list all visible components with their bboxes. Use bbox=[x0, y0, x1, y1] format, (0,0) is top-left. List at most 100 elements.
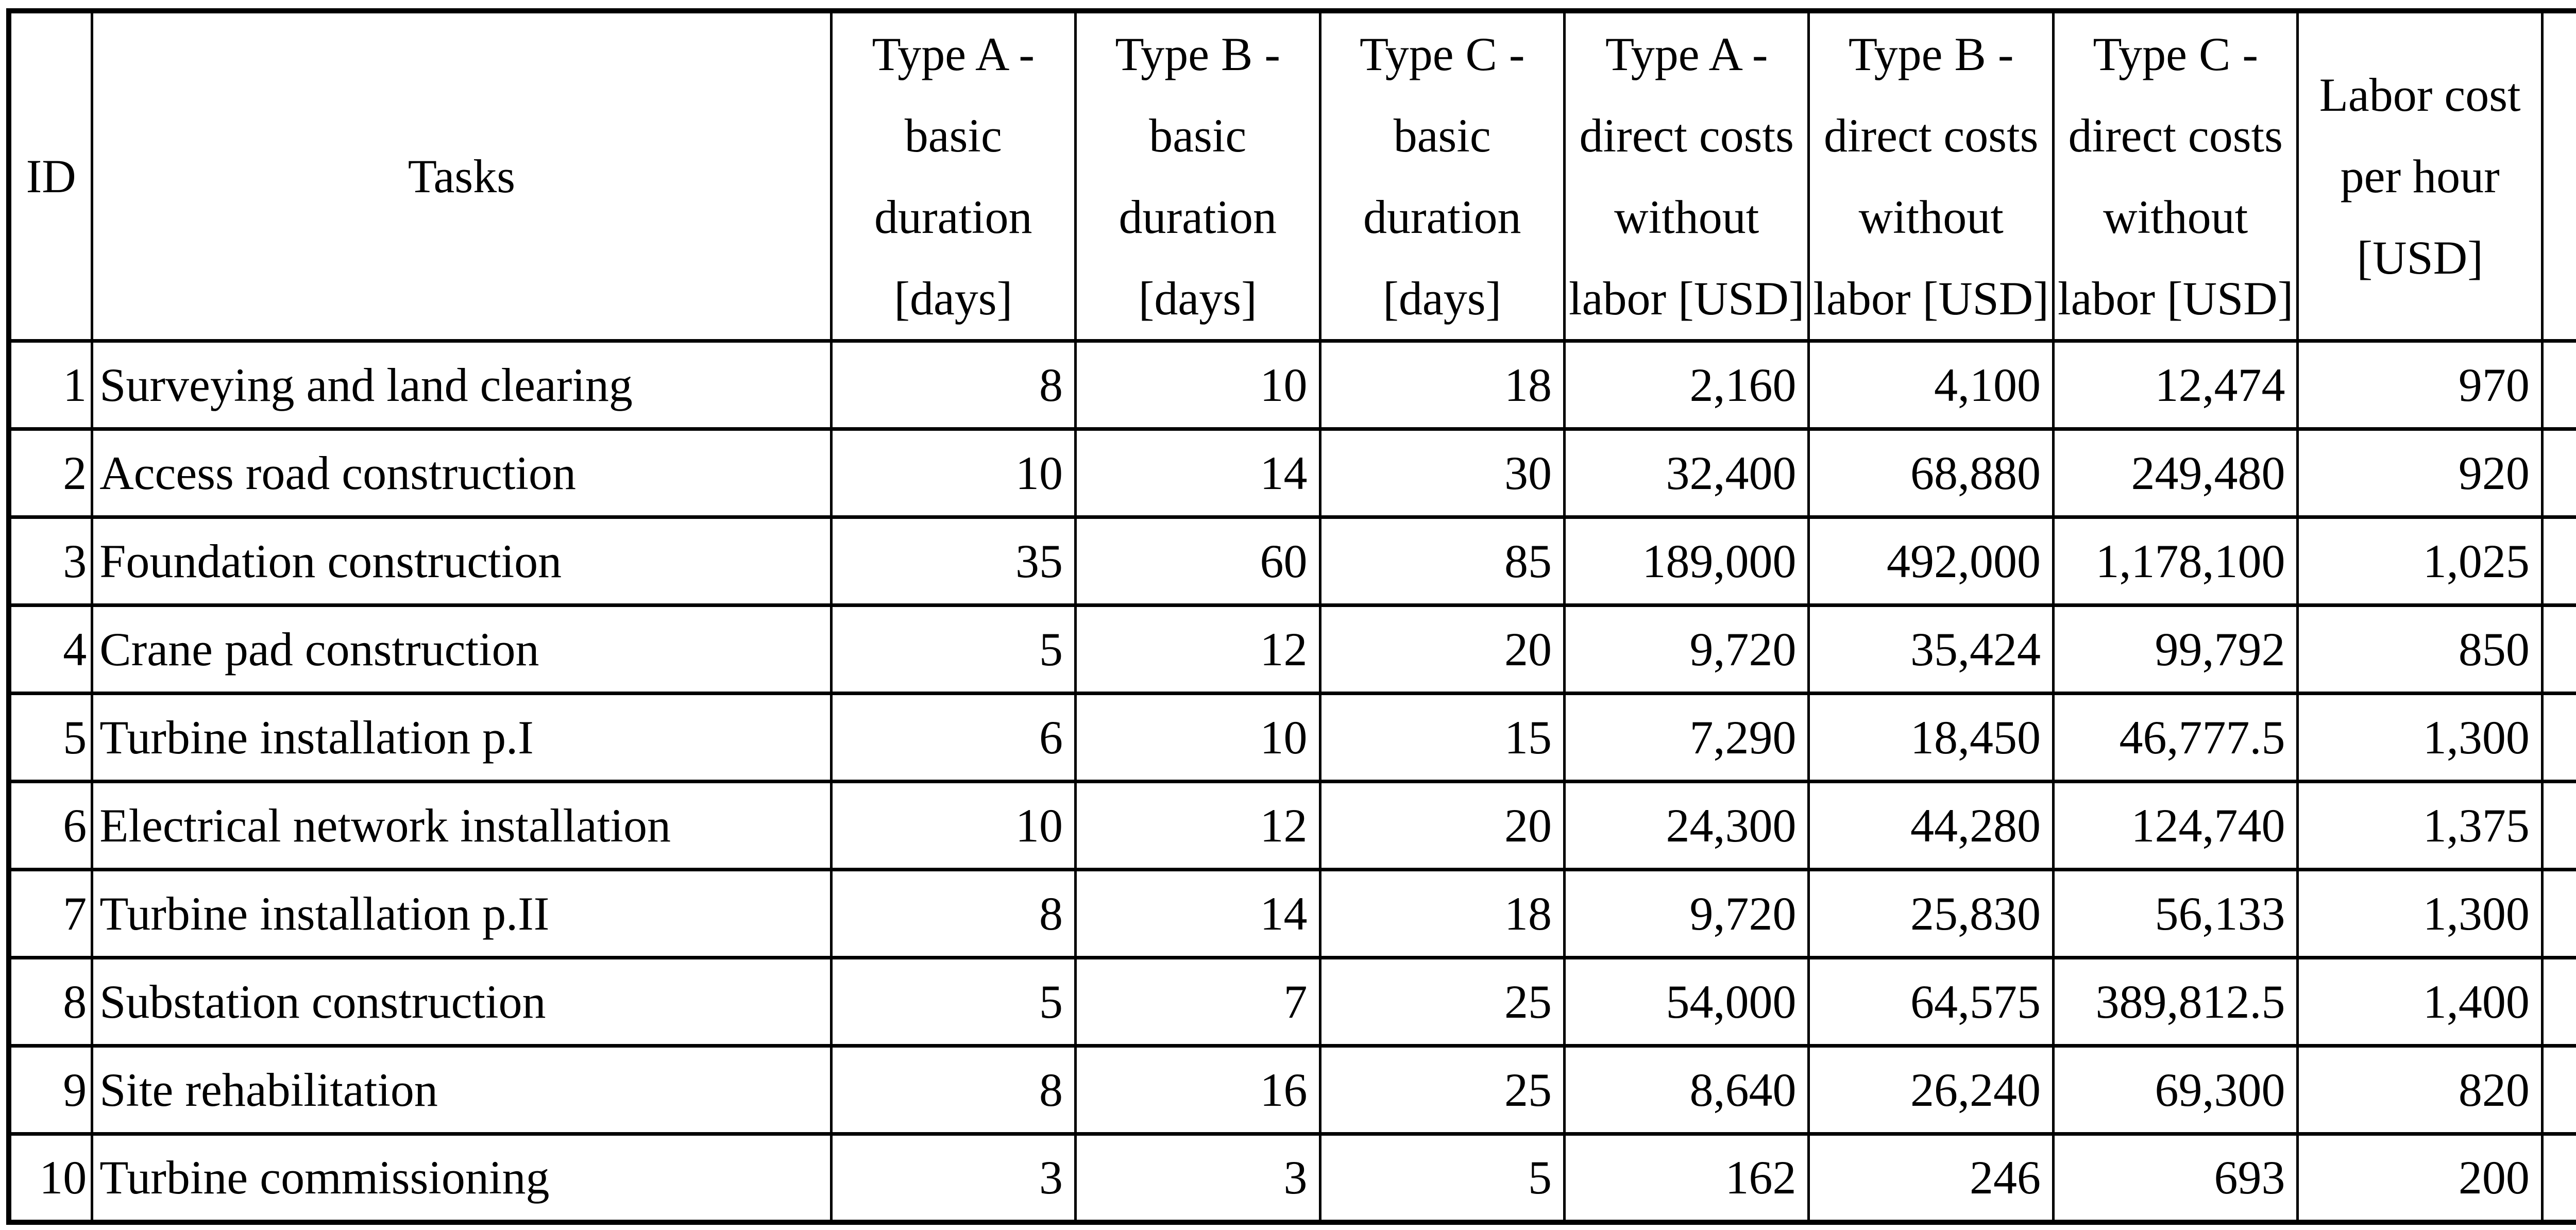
cell-labor-cost: 1,400 bbox=[2296, 956, 2544, 1048]
cell-type-a-cost: 54,000 bbox=[1563, 956, 1810, 1048]
cell-labor-cost: 200 bbox=[2296, 1132, 2544, 1224]
cell-type-b-cost: 35,424 bbox=[1807, 603, 2055, 695]
cell-type-b-cost: 44,280 bbox=[1807, 780, 2055, 871]
cell-type-a-duration: 8 bbox=[829, 1044, 1077, 1136]
column-header-line: per hour bbox=[2340, 150, 2500, 203]
column-header-line: direct costs bbox=[1579, 109, 1794, 162]
column-header-line: direct costs bbox=[1823, 109, 2039, 162]
cell-type-b-duration: 12 bbox=[1074, 603, 1321, 695]
table-row: 9 Site rehabilitation 8 16 25 8,640 26,240 69,3… bbox=[7, 1044, 2576, 1136]
cell-idle-penalty: 433 bbox=[2540, 868, 2576, 959]
cell-type-c-duration: 5 bbox=[1318, 1132, 1566, 1224]
cell-type-a-duration: 10 bbox=[829, 780, 1077, 871]
column-header-type-b-cost: Type B - direct costs without labor [USD] bbox=[1807, 9, 2055, 343]
cell-type-b-duration: 3 bbox=[1074, 1132, 1321, 1224]
header-row: ID Tasks Type A - basic duration [days] Type B… bbox=[7, 9, 2576, 343]
cell-type-a-cost: 7,290 bbox=[1563, 692, 1810, 783]
cell-type-a-cost: 24,300 bbox=[1563, 780, 1810, 871]
column-header-line: duration bbox=[874, 191, 1032, 243]
cell-id: 7 bbox=[7, 868, 94, 959]
cell-tasks: Crane pad construction bbox=[91, 603, 833, 695]
cell-type-a-cost: 8,640 bbox=[1563, 1044, 1810, 1136]
column-header-tasks: Tasks bbox=[91, 9, 833, 343]
column-header-line: labor [USD] bbox=[1569, 272, 1805, 325]
column-header-labor-cost: Labor cost per hour [USD] bbox=[2296, 9, 2544, 343]
cell-idle-penalty: 100 bbox=[2540, 1132, 2576, 1224]
column-header-line: duration bbox=[1118, 191, 1277, 243]
cell-tasks: Substation construction bbox=[91, 956, 833, 1048]
page: ID Tasks Type A - basic duration [days] Type B… bbox=[6, 8, 2576, 1225]
cell-tasks: Foundation construction bbox=[91, 515, 833, 607]
cell-labor-cost: 1,025 bbox=[2296, 515, 2544, 607]
column-header-type-c-cost: Type C - direct costs without labor [USD] bbox=[2052, 9, 2299, 343]
cell-id: 4 bbox=[7, 603, 94, 695]
cell-type-c-cost: 69,300 bbox=[2052, 1044, 2299, 1136]
cell-id: 2 bbox=[7, 427, 94, 519]
cell-type-b-cost: 25,830 bbox=[1807, 868, 2055, 959]
column-header-line: Idle time bbox=[2545, 54, 2576, 136]
cell-tasks: Surveying and land clearing bbox=[91, 339, 833, 431]
cell-labor-cost: 820 bbox=[2296, 1044, 2544, 1136]
column-header-line: [days] bbox=[894, 272, 1013, 325]
cell-type-c-cost: 99,792 bbox=[2052, 603, 2299, 695]
table-row: 2 Access road construction 10 14 30 32,400 68,… bbox=[7, 427, 2576, 519]
column-header-type-b-duration: Type B - basic duration [days] bbox=[1074, 9, 1321, 343]
cell-type-c-duration: 18 bbox=[1318, 339, 1566, 431]
cell-tasks: Site rehabilitation bbox=[91, 1044, 833, 1136]
cell-type-b-duration: 10 bbox=[1074, 339, 1321, 431]
column-header-line: duration bbox=[1363, 191, 1521, 243]
cell-type-c-cost: 46,777.5 bbox=[2052, 692, 2299, 783]
column-header-line: Type A - bbox=[1605, 28, 1768, 80]
cell-labor-cost: 1,375 bbox=[2296, 780, 2544, 871]
cell-id: 5 bbox=[7, 692, 94, 783]
cell-type-b-cost: 64,575 bbox=[1807, 956, 2055, 1048]
cell-type-c-cost: 693 bbox=[2052, 1132, 2299, 1224]
column-header-line: [days] bbox=[1383, 272, 1502, 325]
table-row: 7 Turbine installation p.II 8 14 18 9,720 25,8… bbox=[7, 868, 2576, 959]
cell-type-a-duration: 8 bbox=[829, 339, 1077, 431]
cell-type-b-cost: 68,880 bbox=[1807, 427, 2055, 519]
cell-type-b-cost: 4,100 bbox=[1807, 339, 2055, 431]
column-header-type-c-duration: Type C - basic duration [days] bbox=[1318, 9, 1566, 343]
cell-type-a-duration: 5 bbox=[829, 603, 1077, 695]
tasks-data-table: ID Tasks Type A - basic duration [days] Type B… bbox=[6, 8, 2576, 1225]
column-header-line: without bbox=[2103, 191, 2248, 243]
cell-labor-cost: 1,300 bbox=[2296, 692, 2544, 783]
cell-type-b-duration: 12 bbox=[1074, 780, 1321, 871]
cell-type-a-cost: 189,000 bbox=[1563, 515, 1810, 607]
cell-labor-cost: 920 bbox=[2296, 427, 2544, 519]
cell-type-a-cost: 9,720 bbox=[1563, 603, 1810, 695]
cell-type-c-cost: 12,474 bbox=[2052, 339, 2299, 431]
table-row: 4 Crane pad construction 5 12 20 9,720 35,424 9… bbox=[7, 603, 2576, 695]
column-header-line: Type B - bbox=[1115, 28, 1281, 80]
cell-idle-penalty: 458 bbox=[2540, 780, 2576, 871]
cell-type-a-duration: 35 bbox=[829, 515, 1077, 607]
cell-type-c-duration: 20 bbox=[1318, 603, 1566, 695]
cell-type-b-cost: 26,240 bbox=[1807, 1044, 2055, 1136]
cell-type-b-duration: 7 bbox=[1074, 956, 1321, 1048]
cell-type-c-duration: 30 bbox=[1318, 427, 1566, 519]
column-header-line: Type B - bbox=[1848, 28, 2014, 80]
cell-type-b-cost: 18,450 bbox=[1807, 692, 2055, 783]
cell-type-a-cost: 32,400 bbox=[1563, 427, 1810, 519]
cell-type-c-duration: 20 bbox=[1318, 780, 1566, 871]
column-header-line: [USD] bbox=[2545, 217, 2576, 298]
cell-type-b-cost: 246 bbox=[1807, 1132, 2055, 1224]
table-row: 6 Electrical network installation 10 12 20 24… bbox=[7, 780, 2576, 871]
cell-type-c-cost: 124,740 bbox=[2052, 780, 2299, 871]
column-header-line: basic bbox=[1149, 109, 1247, 162]
cell-type-b-duration: 14 bbox=[1074, 427, 1321, 519]
cell-id: 3 bbox=[7, 515, 94, 607]
cell-tasks: Access road construction bbox=[91, 427, 833, 519]
column-header-line: labor [USD] bbox=[1813, 272, 2049, 325]
cell-type-a-duration: 5 bbox=[829, 956, 1077, 1048]
cell-type-a-duration: 3 bbox=[829, 1132, 1077, 1224]
table-row: 3 Foundation construction 35 60 85 189,000 492… bbox=[7, 515, 2576, 607]
column-header-type-a-cost: Type A - direct costs without labor [USD] bbox=[1563, 9, 1810, 343]
cell-idle-penalty: 341 bbox=[2540, 515, 2576, 607]
cell-type-c-duration: 25 bbox=[1318, 956, 1566, 1048]
cell-type-a-duration: 10 bbox=[829, 427, 1077, 519]
column-header-line: ID bbox=[26, 150, 76, 203]
cell-id: 6 bbox=[7, 780, 94, 871]
